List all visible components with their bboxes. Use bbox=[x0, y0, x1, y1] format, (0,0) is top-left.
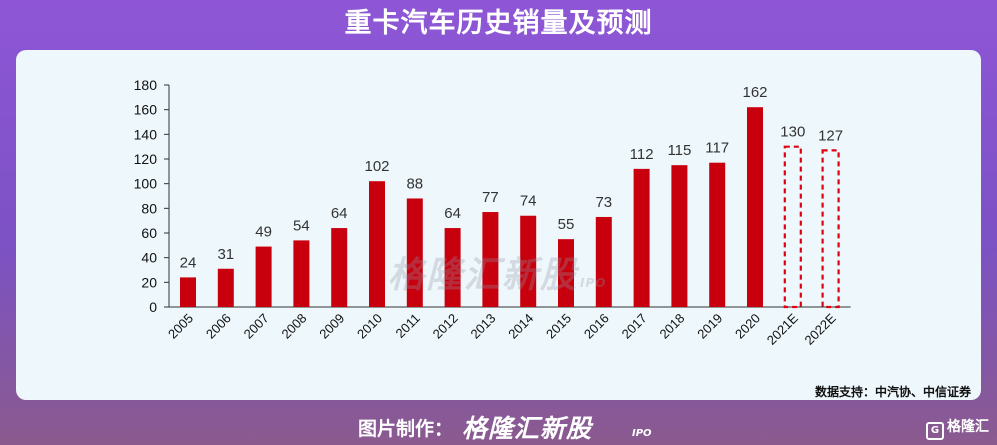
y-tick-label: 160 bbox=[134, 102, 158, 118]
data-label: 162 bbox=[742, 84, 767, 101]
forecast-bar bbox=[821, 149, 840, 309]
y-tick-label: 120 bbox=[134, 151, 158, 167]
y-tick-label: 180 bbox=[134, 77, 158, 93]
chart-title: 重卡汽车历史销量及预测 bbox=[344, 8, 653, 39]
footer-ipo: IPO bbox=[632, 428, 652, 439]
corner-logo: G 格隆汇 bbox=[926, 416, 989, 440]
bar bbox=[747, 107, 763, 307]
bar bbox=[180, 277, 196, 307]
data-label: 55 bbox=[558, 216, 575, 233]
y-tick-label: 0 bbox=[149, 299, 157, 315]
chart-panel: 0 20 40 60 80 100 120 140 160 180 24 2005 31 2006 49 20… bbox=[16, 50, 981, 400]
y-tick-label: 20 bbox=[141, 274, 157, 290]
data-label: 54 bbox=[293, 217, 310, 234]
bar bbox=[217, 268, 234, 307]
bar bbox=[595, 216, 612, 307]
bar bbox=[444, 228, 461, 307]
bar bbox=[293, 240, 310, 307]
x-tick-label: 2013 bbox=[467, 311, 498, 342]
data-label: 64 bbox=[444, 205, 461, 222]
bar bbox=[671, 165, 688, 307]
x-tick-label: 2017 bbox=[619, 311, 650, 342]
bar bbox=[633, 168, 650, 307]
x-tick-label: 2021E bbox=[764, 310, 801, 347]
x-tick-label: 2010 bbox=[354, 311, 385, 342]
data-label: 24 bbox=[180, 254, 197, 271]
data-label: 31 bbox=[217, 246, 234, 263]
x-tick-label: 2011 bbox=[393, 311, 423, 341]
data-label: 64 bbox=[331, 205, 348, 222]
x-tick-label: 2016 bbox=[581, 311, 612, 342]
bar bbox=[255, 246, 272, 307]
bar bbox=[331, 228, 348, 307]
data-label: 117 bbox=[705, 140, 729, 157]
x-tick-label: 2008 bbox=[278, 311, 309, 342]
source-note: 数据支持：中汽协、中信证券 bbox=[814, 385, 971, 399]
x-tick-label: 2012 bbox=[430, 311, 461, 342]
bar bbox=[406, 198, 423, 307]
data-label: 102 bbox=[364, 158, 389, 175]
bar bbox=[520, 215, 537, 307]
x-tick-label: 2014 bbox=[505, 311, 536, 342]
x-tick-label: 2005 bbox=[165, 311, 196, 342]
x-tick-label: 2018 bbox=[656, 311, 687, 342]
y-tick-label: 80 bbox=[141, 200, 157, 216]
data-label: 49 bbox=[255, 224, 272, 241]
data-label: 115 bbox=[667, 142, 691, 159]
y-tick-label: 40 bbox=[141, 250, 157, 266]
x-tick-label: 2007 bbox=[241, 311, 272, 342]
bar bbox=[709, 162, 726, 307]
footer-brand: 格隆汇新股 bbox=[462, 414, 593, 443]
x-tick-label: 2022E bbox=[802, 310, 839, 347]
footer-label: 图片制作： bbox=[358, 418, 454, 440]
forecast-bar bbox=[783, 145, 802, 309]
bar bbox=[558, 239, 574, 307]
data-label: 127 bbox=[818, 127, 843, 144]
y-tick-label: 60 bbox=[141, 225, 157, 241]
bar-chart: 0 20 40 60 80 100 120 140 160 180 24 2005 31 2006 49 20… bbox=[134, 77, 851, 348]
bar bbox=[369, 181, 385, 307]
data-label: 130 bbox=[780, 124, 805, 141]
y-tick-label: 140 bbox=[134, 126, 158, 142]
logo-icon: G bbox=[926, 422, 944, 440]
x-tick-label: 2015 bbox=[543, 311, 574, 342]
x-tick-label: 2009 bbox=[316, 311, 347, 342]
data-label: 74 bbox=[520, 193, 537, 210]
x-tick-label: 2019 bbox=[694, 311, 725, 342]
data-label: 88 bbox=[406, 175, 423, 192]
data-label: 112 bbox=[630, 146, 654, 163]
data-label: 73 bbox=[595, 194, 612, 211]
x-tick-label: 2006 bbox=[203, 311, 234, 342]
bar bbox=[482, 212, 499, 307]
x-tick-label: 2020 bbox=[732, 311, 763, 342]
footer: 图片制作： 格隆汇新股 IPO G 格隆汇 bbox=[0, 406, 997, 445]
watermark: 格隆汇新股 IPO bbox=[388, 255, 607, 296]
y-tick-label: 100 bbox=[134, 176, 158, 192]
data-label: 77 bbox=[482, 189, 499, 206]
